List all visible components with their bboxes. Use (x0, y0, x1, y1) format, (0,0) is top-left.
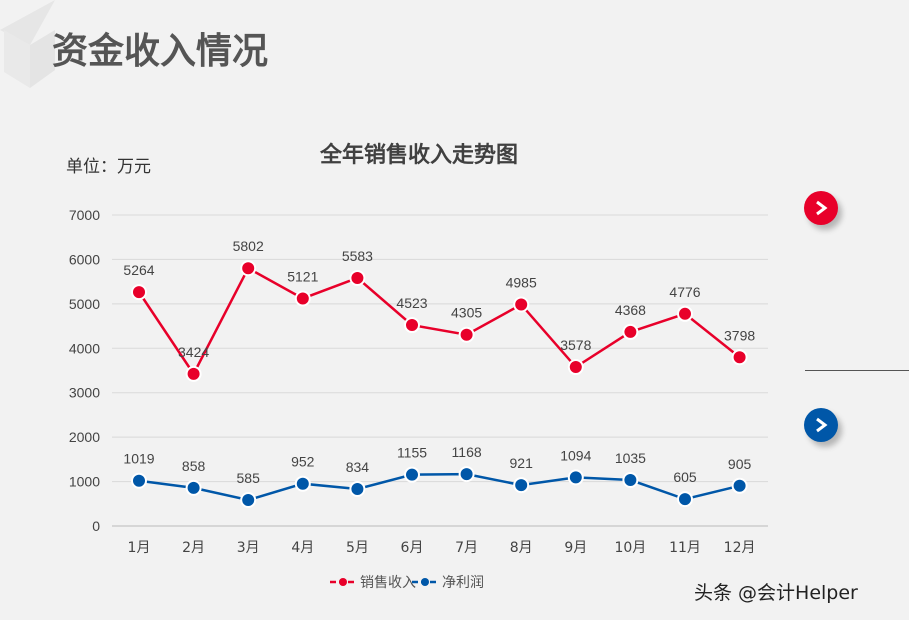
data-label: 834 (346, 459, 370, 475)
y-tick-label: 7000 (69, 207, 100, 223)
x-tick-label: 7月 (455, 540, 478, 556)
data-point (404, 317, 420, 334)
data-point (349, 480, 366, 497)
decorative-triangles (0, 0, 55, 88)
data-point (677, 491, 693, 508)
data-label: 605 (673, 469, 697, 485)
data-point (513, 296, 530, 313)
data-point (731, 477, 748, 494)
data-point (458, 466, 475, 483)
y-tick-label: 6000 (69, 251, 100, 267)
unit-label: 单位：万元 (66, 157, 151, 177)
x-tick-label: 9月 (564, 540, 587, 556)
data-point (731, 349, 748, 366)
data-label: 1019 (123, 451, 154, 467)
data-label: 4776 (669, 284, 700, 300)
data-point (131, 472, 147, 489)
divider (805, 370, 909, 371)
x-tick-label: 2月 (182, 540, 205, 556)
y-tick-label: 5000 (69, 296, 100, 312)
data-point (458, 326, 475, 343)
x-tick-label: 4月 (291, 540, 314, 556)
data-point (622, 323, 639, 340)
data-label: 4523 (396, 295, 427, 311)
data-point (185, 479, 202, 496)
y-tick-label: 1000 (69, 474, 100, 490)
data-label: 1094 (560, 447, 591, 463)
data-label: 4985 (506, 275, 537, 291)
data-label: 4368 (615, 302, 646, 318)
data-point (567, 469, 584, 486)
legend-label: 销售收入 (360, 575, 416, 591)
y-tick-label: 3000 (69, 385, 100, 401)
data-label: 3578 (560, 337, 591, 353)
x-tick-label: 3月 (237, 540, 260, 556)
data-point (240, 492, 257, 509)
x-tick-label: 11月 (669, 540, 701, 556)
chevron-right-button-red[interactable] (804, 191, 838, 225)
data-point (677, 305, 693, 322)
data-label: 1155 (397, 445, 427, 461)
data-label: 585 (237, 470, 261, 486)
legend-label: 净利润 (442, 575, 484, 591)
data-point (513, 477, 530, 494)
x-tick-label: 12月 (724, 540, 756, 556)
y-tick-label: 0 (92, 518, 100, 534)
y-tick-label: 4000 (69, 340, 100, 356)
data-label: 952 (291, 454, 315, 470)
data-label: 905 (728, 456, 752, 472)
legend-marker (421, 578, 429, 586)
watermark: 头条 @会计Helper (694, 582, 858, 604)
data-point (240, 260, 257, 277)
chevron-right-button-blue[interactable] (804, 408, 838, 442)
data-point (294, 475, 311, 492)
data-point (131, 284, 147, 301)
data-point (404, 466, 420, 483)
data-label: 5121 (287, 268, 318, 284)
x-tick-label: 10月 (614, 540, 646, 556)
data-label: 5802 (233, 238, 264, 254)
data-label: 5264 (123, 262, 154, 278)
x-tick-label: 8月 (510, 540, 533, 556)
data-label: 921 (510, 455, 534, 471)
chevron-right-icon (816, 417, 828, 433)
data-label: 858 (182, 458, 206, 474)
data-label: 3424 (178, 344, 209, 360)
data-point (622, 472, 639, 489)
data-label: 1035 (615, 450, 646, 466)
data-label: 3798 (724, 327, 755, 343)
page-title: 资金收入情况 (52, 31, 269, 72)
y-tick-label: 2000 (69, 429, 100, 445)
chart-title: 全年销售收入走势图 (320, 143, 519, 168)
series-line-1 (138, 472, 740, 502)
data-point (349, 269, 366, 286)
data-point (294, 290, 311, 307)
data-point (185, 365, 202, 382)
x-tick-label: 1月 (128, 540, 151, 556)
data-label: 1168 (452, 444, 482, 460)
data-point (567, 359, 584, 376)
x-tick-label: 5月 (346, 540, 369, 556)
legend-marker (339, 578, 347, 586)
x-tick-label: 6月 (401, 540, 424, 556)
chevron-right-icon (816, 200, 828, 216)
series-line-0 (137, 266, 741, 377)
data-label: 4305 (451, 305, 482, 321)
data-label: 5583 (342, 248, 373, 264)
